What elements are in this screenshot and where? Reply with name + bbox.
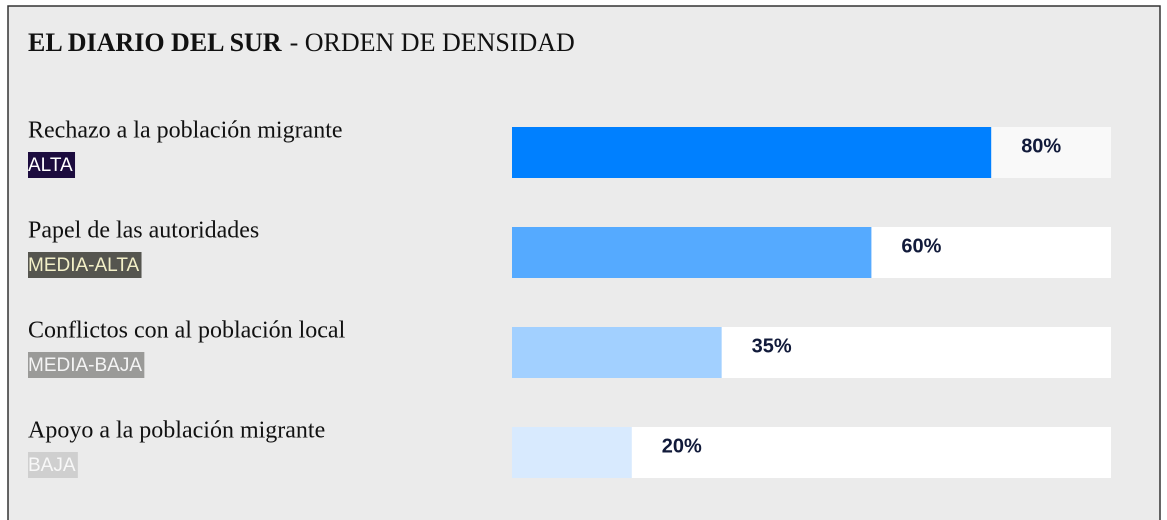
level-label: ALTA (28, 155, 73, 176)
value-label: 35% (752, 335, 792, 357)
title: EL DIARIO DEL SUR (28, 28, 282, 57)
category-label: Apoyo a la población migrante (28, 418, 325, 444)
level-badge (28, 452, 78, 478)
level-badge (28, 152, 76, 178)
bar (512, 427, 632, 478)
level-label: MEDIA-BAJA (28, 355, 142, 376)
level-badge (28, 252, 142, 278)
subtitle: - ORDEN DE DENSIDAD (290, 28, 575, 57)
level-label: MEDIA-ALTA (28, 255, 140, 276)
category-label: Papel de las autoridades (28, 218, 259, 244)
value-label: 60% (901, 235, 941, 257)
bar (512, 127, 992, 178)
bar (512, 327, 722, 378)
category-label: Rechazo a la población migrante (28, 118, 343, 144)
value-label: 20% (662, 435, 702, 457)
chart-title: EL DIARIO DEL SUR - ORDEN DE DENSIDAD (28, 28, 575, 57)
category-label: Conflictos con al población local (28, 318, 346, 344)
level-label: BAJA (28, 455, 76, 476)
bar (512, 227, 872, 278)
value-label: 80% (1021, 135, 1061, 157)
level-badge (28, 352, 145, 378)
